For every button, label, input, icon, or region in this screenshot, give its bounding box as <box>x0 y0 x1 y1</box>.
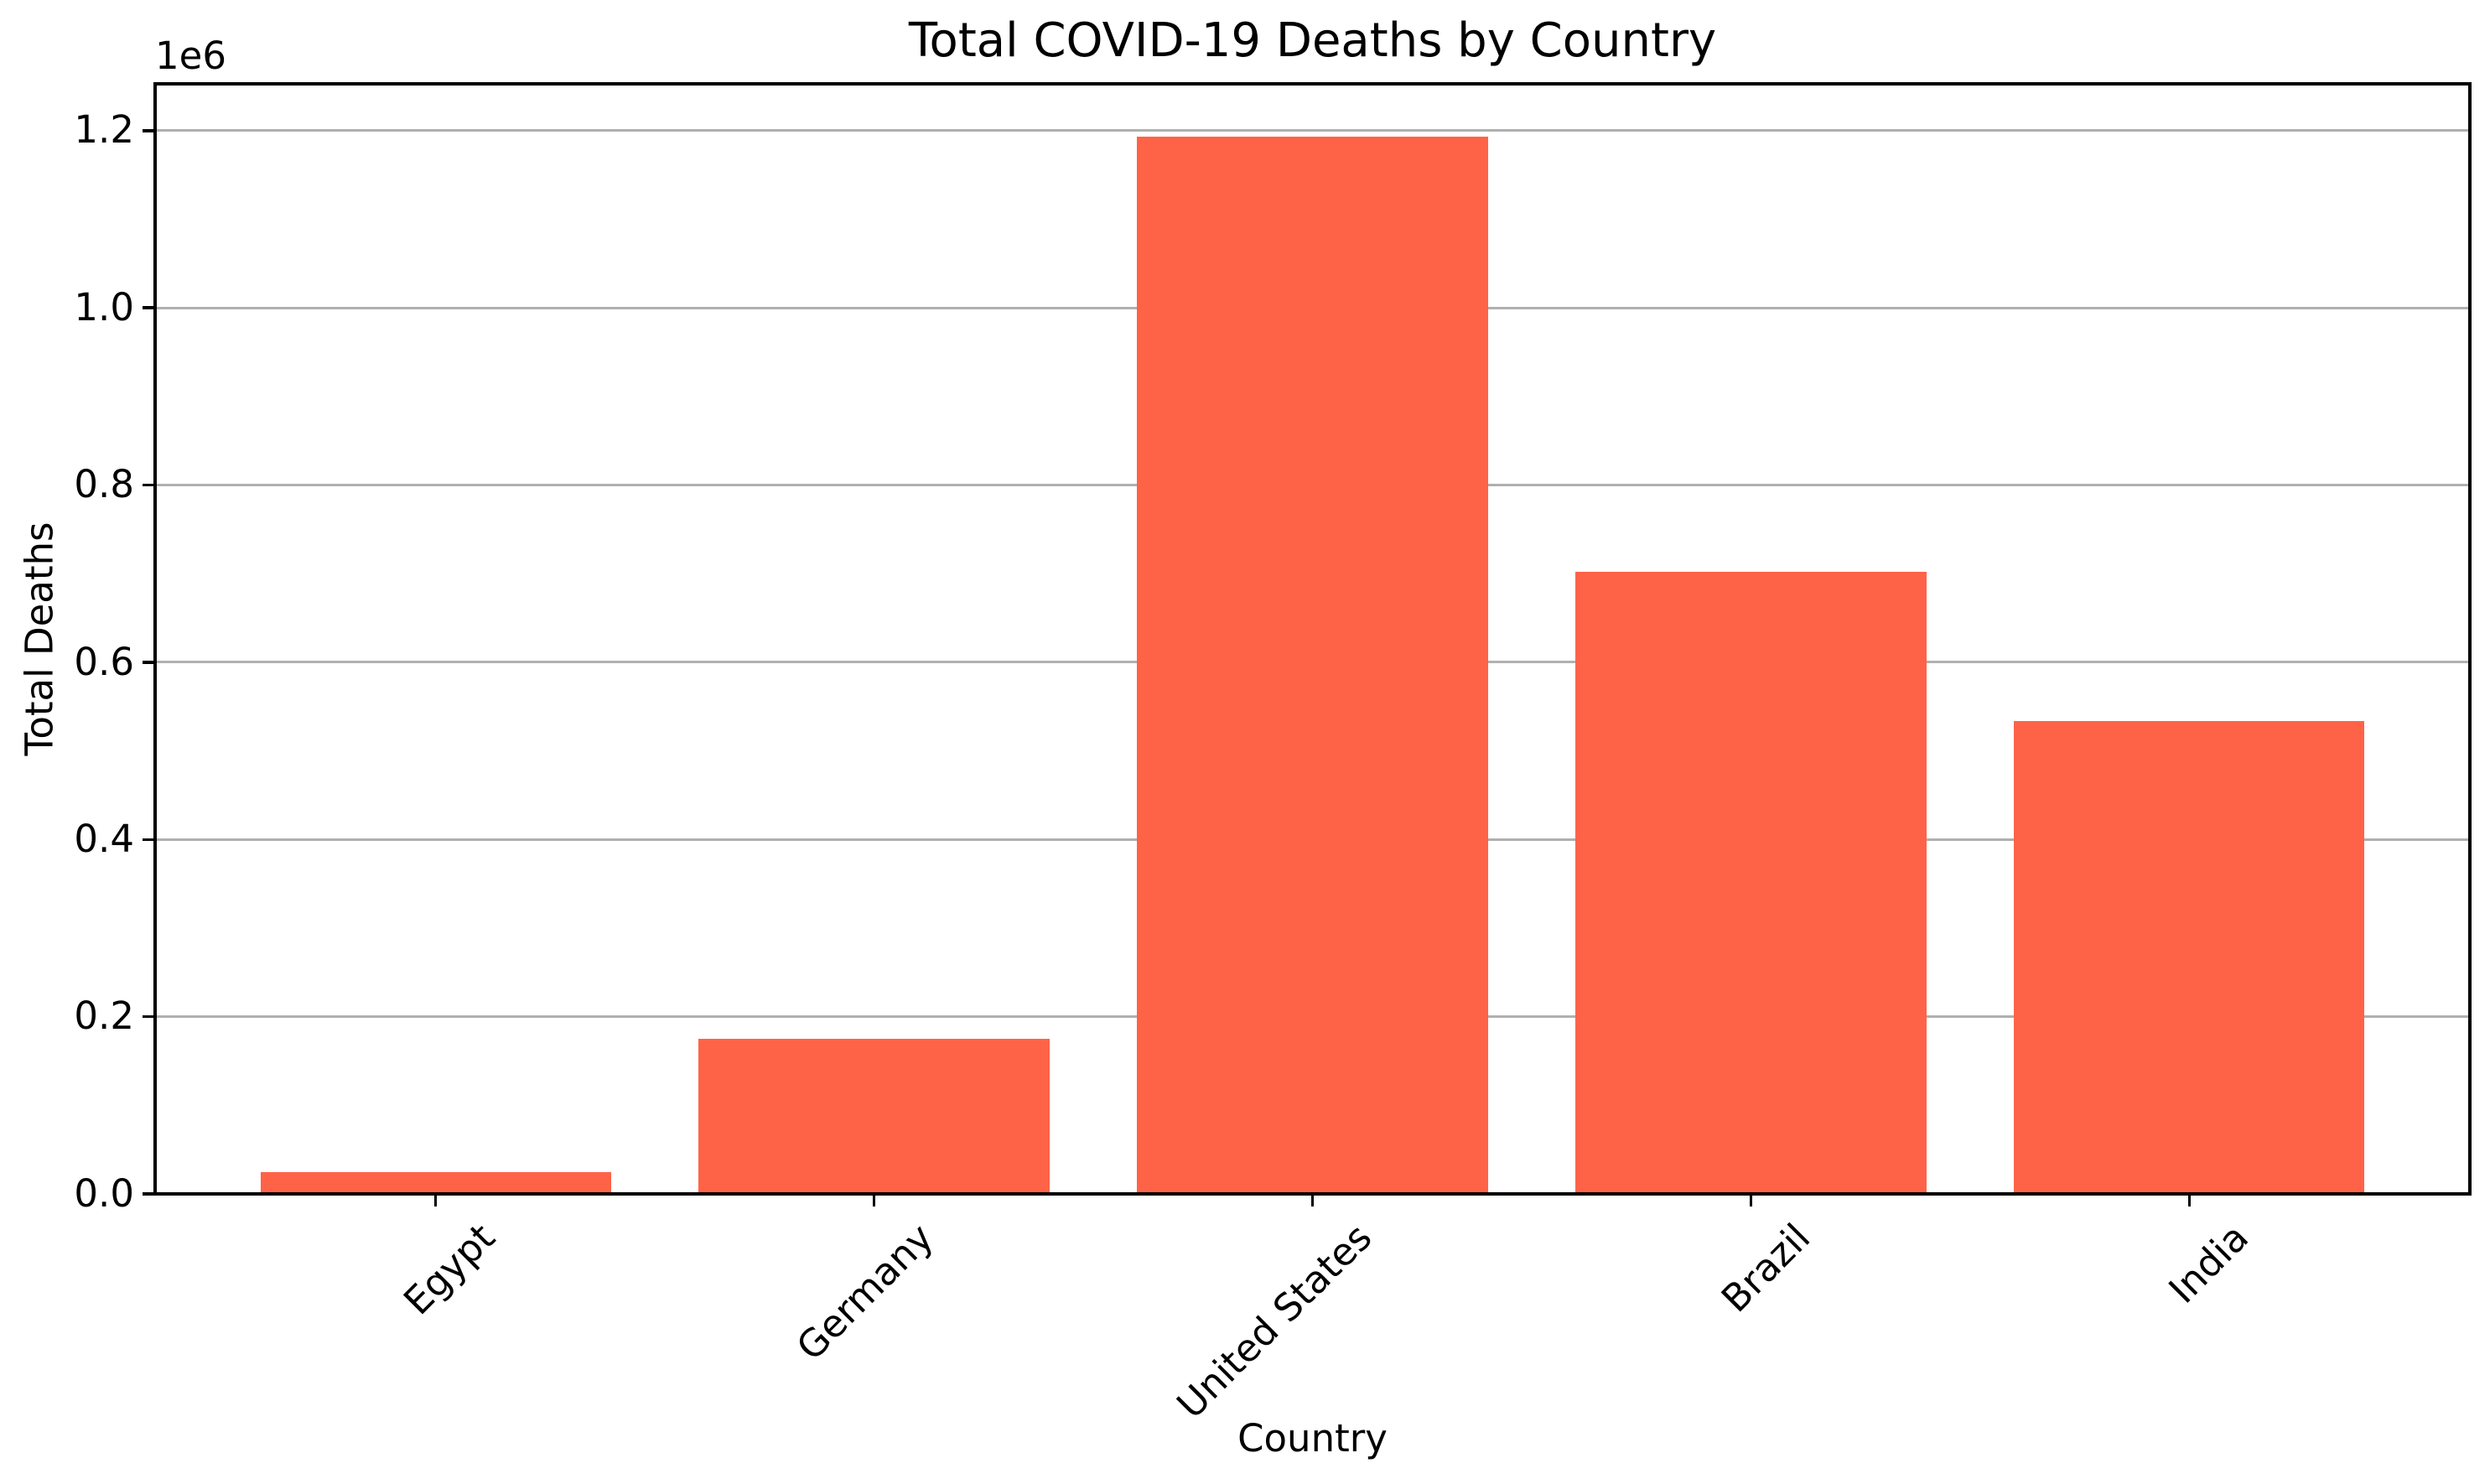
bar-united-states <box>1137 137 1488 1194</box>
x-tick-label: India <box>2160 1215 2257 1312</box>
y-tick-label: 0.6 <box>74 639 134 684</box>
y-axis-label: Total Deaths <box>17 521 62 756</box>
x-tick-label: Brazil <box>1712 1215 1819 1321</box>
bar-brazil <box>1575 571 1927 1194</box>
top-spine <box>155 82 2470 86</box>
x-tick-mark <box>1749 1194 1753 1206</box>
y-tick-label: 0.0 <box>74 1170 134 1216</box>
y-tick-mark <box>143 129 155 132</box>
right-spine <box>2468 82 2472 1196</box>
x-tick-mark <box>872 1194 876 1206</box>
y-tick-mark <box>143 483 155 487</box>
left-spine <box>153 82 157 1196</box>
y-tick-label: 0.8 <box>74 462 134 507</box>
chart-title: Total COVID-19 Deaths by Country <box>908 13 1717 68</box>
y-tick-label: 0.2 <box>74 994 134 1039</box>
y-tick-mark <box>143 661 155 664</box>
y-tick-mark <box>143 838 155 842</box>
gridline <box>155 129 2470 132</box>
x-tick-mark <box>433 1194 438 1206</box>
x-tick-mark <box>2187 1194 2192 1206</box>
y-tick-mark <box>143 306 155 309</box>
y-tick-label: 1.0 <box>74 284 134 329</box>
bar-egypt <box>260 1171 611 1194</box>
x-tick-label: United States <box>1168 1215 1381 1428</box>
y-tick-label: 0.4 <box>74 816 134 861</box>
bar-india <box>2014 721 2365 1194</box>
x-axis-label: Country <box>1237 1416 1388 1461</box>
x-tick-label: Egypt <box>395 1215 504 1324</box>
y-axis-offset-label: 1e6 <box>155 34 226 78</box>
x-tick-mark <box>1310 1194 1315 1206</box>
bottom-spine <box>155 1192 2470 1196</box>
y-tick-mark <box>143 1014 155 1019</box>
x-tick-label: Germany <box>787 1215 942 1369</box>
y-tick-mark <box>143 1192 155 1196</box>
y-tick-label: 1.2 <box>74 107 134 153</box>
bar-germany <box>698 1039 1050 1194</box>
